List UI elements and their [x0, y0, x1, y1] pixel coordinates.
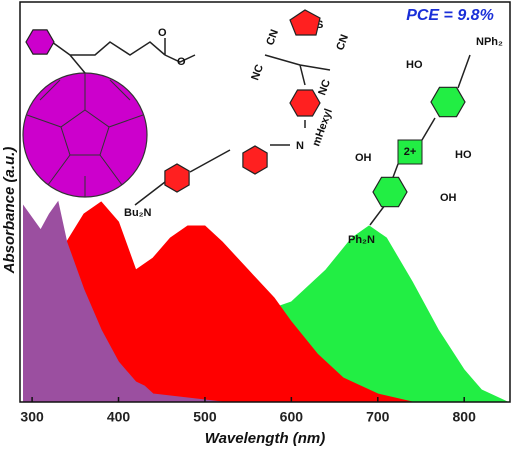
- structure-label: Bu₂N: [124, 207, 152, 219]
- x-tick-label: 800: [453, 409, 477, 425]
- x-tick-label: 600: [280, 409, 304, 425]
- chain: [51, 38, 196, 74]
- ring: [164, 163, 190, 193]
- ring: [430, 86, 466, 118]
- squaraine-core: [397, 139, 423, 165]
- ring: [372, 176, 408, 208]
- ring: [242, 145, 268, 175]
- structure-label: HO: [455, 149, 472, 161]
- plot-area: [23, 200, 508, 403]
- fullerene-edges: [26, 73, 144, 197]
- x-axis-title: Wavelength (nm): [205, 430, 326, 447]
- structure-label: CN: [334, 33, 351, 52]
- structure-label: O: [158, 27, 167, 39]
- structure-label: NC: [249, 63, 266, 82]
- structure-label: S: [316, 19, 323, 31]
- structure-label: O: [177, 56, 186, 68]
- x-tick-label: 400: [107, 409, 131, 425]
- x-tick-label: 500: [193, 409, 217, 425]
- ring: [25, 29, 55, 55]
- structure-label: OH: [355, 152, 372, 164]
- structure-label: OH: [440, 192, 457, 204]
- structure-label: Ph₂N: [348, 234, 375, 246]
- structure-label: CN: [264, 28, 281, 47]
- bonds: [369, 54, 471, 226]
- structure-label: NC: [316, 78, 333, 97]
- plot-frame: [19, 1, 511, 403]
- structure-label: N: [296, 140, 304, 152]
- ring: [289, 89, 321, 117]
- structures: O O Bu₂N N mHexyl NC CN NC CN S OH OH HO…: [22, 9, 503, 246]
- absorbance-area: [23, 201, 413, 403]
- structure-label: NPh₂: [476, 36, 503, 48]
- x-tick-label: 300: [20, 409, 44, 425]
- y-axis-title: Absorbance (a.u.): [1, 147, 18, 275]
- pce-annotation: PCE = 9.8%: [406, 7, 494, 24]
- ring: [289, 9, 321, 36]
- structure-label: 2+: [404, 146, 417, 158]
- pentagon: [60, 109, 110, 156]
- structure-label: HO: [406, 59, 423, 71]
- x-tick-label: 700: [366, 409, 390, 425]
- bonds: [134, 54, 331, 206]
